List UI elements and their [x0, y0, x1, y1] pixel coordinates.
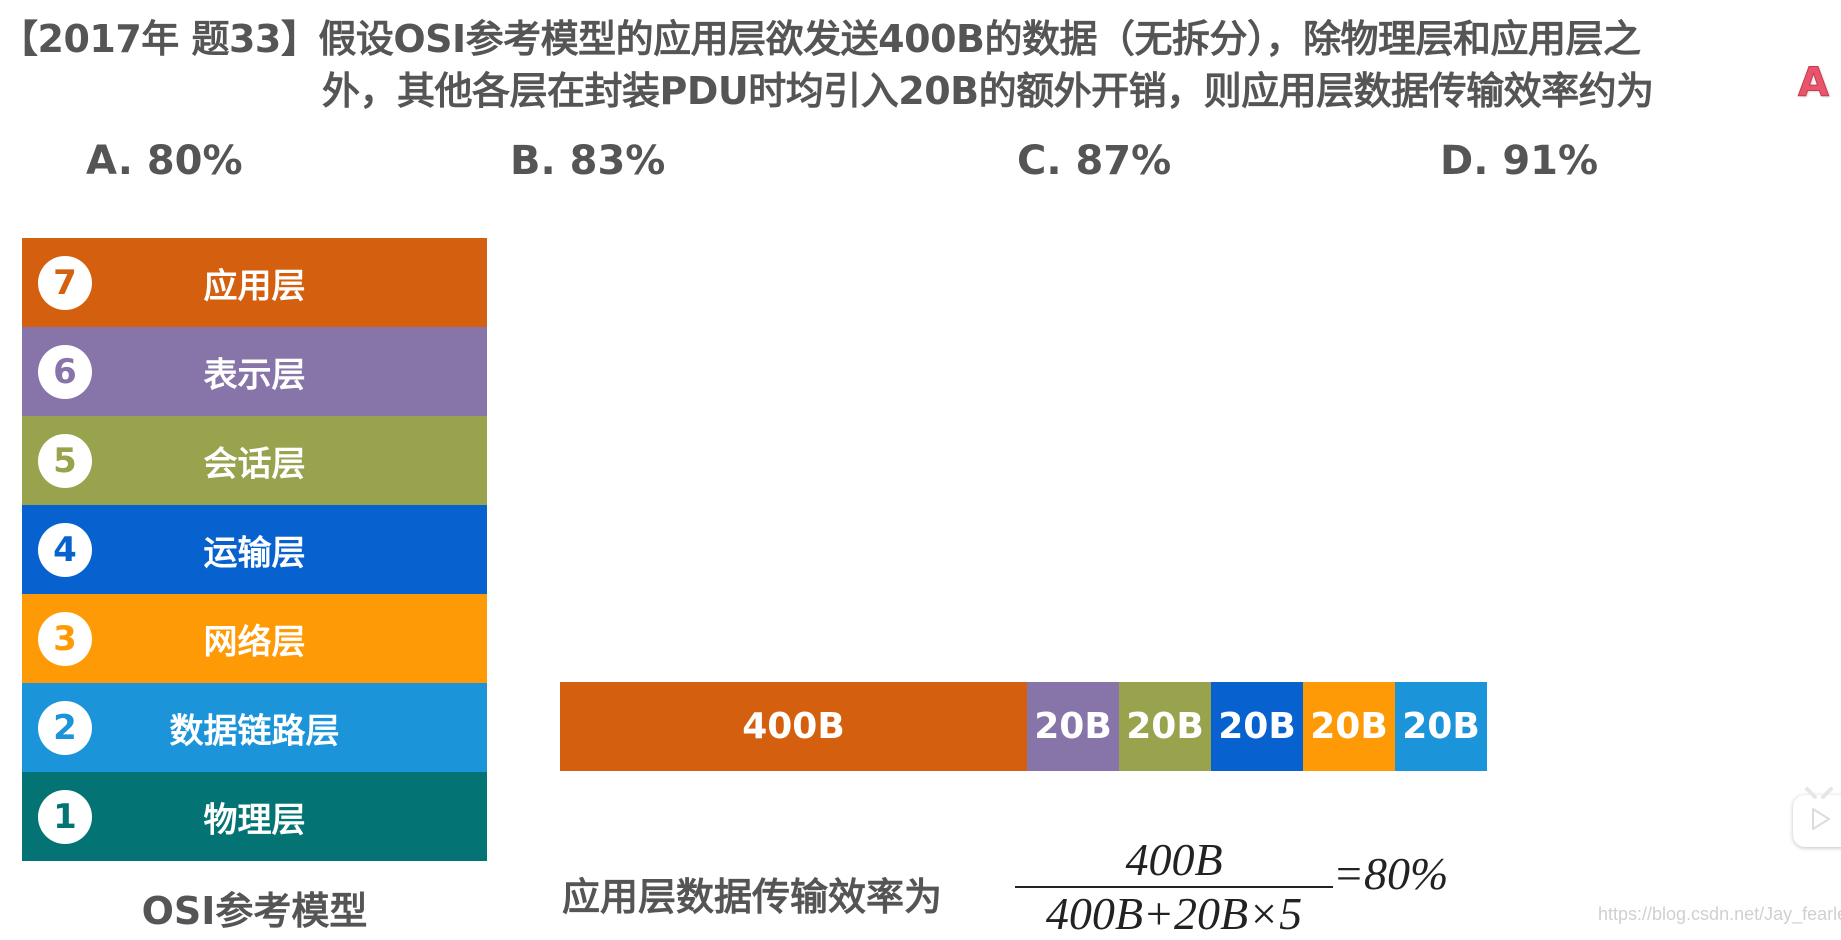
layer-name: 表示层 [203, 355, 306, 395]
question-line-1: 【2017年 题33】假设OSI参考模型的应用层欲发送400B的数据（无拆分），… [0, 8, 1641, 63]
option-a: A. 80% [86, 138, 243, 184]
pdu-segment-presentation-header: 20B [1027, 682, 1119, 771]
question-text-1: 假设OSI参考模型的应用层欲发送400B的数据（无拆分），除物理层和应用层之 [318, 17, 1641, 61]
option-d: D. 91% [1440, 138, 1599, 184]
option-c: C. 87% [1017, 138, 1172, 184]
question-line-2: 外，其他各层在封装PDU时均引入20B的额外开销，则应用层数据传输效率约为 [322, 69, 1654, 113]
pdu-segment-datalink-header: 20B [1395, 682, 1487, 771]
pdu-segment-network-header: 20B [1303, 682, 1395, 771]
pdu-segment-transport-header: 20B [1211, 682, 1303, 771]
layer-number-badge: 2 [38, 700, 92, 755]
layer-name: 数据链路层 [169, 711, 340, 751]
tv-play-icon[interactable] [1793, 787, 1841, 847]
pdu-segment-data: 400B [560, 682, 1027, 771]
answer-badge: A [1798, 60, 1830, 107]
osi-layer-3: 3 网络层 [22, 594, 487, 683]
layer-number-badge: 3 [38, 611, 92, 666]
layer-name: 网络层 [203, 622, 306, 662]
osi-model-caption: OSI参考模型 [141, 889, 368, 933]
osi-layer-2: 2 数据链路层 [22, 683, 487, 772]
tv-play-icon-glyph [1805, 787, 1833, 830]
layer-number-badge: 6 [38, 344, 92, 399]
layer-name: 会话层 [203, 444, 306, 484]
osi-layer-1: 1 物理层 [22, 772, 487, 861]
layer-number-badge: 4 [38, 522, 92, 577]
osi-layer-4: 4 运输层 [22, 505, 487, 594]
layer-name: 物理层 [203, 800, 306, 840]
watermark: https://blog.csdn.net/Jay_fearless [1598, 904, 1841, 924]
layer-number-badge: 5 [38, 433, 92, 488]
layer-number-badge: 7 [38, 255, 92, 310]
layer-name: 应用层 [203, 266, 306, 306]
pdu-segment-session-header: 20B [1119, 682, 1211, 771]
option-b: B. 83% [510, 138, 666, 184]
numerator: 400B [1125, 834, 1223, 885]
pdu-bar: 400B 20B 20B 20B 20B 20B [560, 682, 1487, 771]
osi-layer-6: 6 表示层 [22, 327, 487, 416]
formula-result: =80% [1333, 848, 1449, 899]
osi-layer-5: 5 会话层 [22, 416, 487, 505]
formula-label: 应用层数据传输效率为 [562, 875, 943, 919]
denominator: 400B+20B×5 [1045, 888, 1303, 939]
layer-name: 运输层 [203, 533, 306, 573]
question-tag: 【2017年 题33】 [0, 17, 319, 61]
fraction-bar [1015, 886, 1333, 888]
osi-layer-7: 7 应用层 [22, 238, 487, 327]
layer-number-badge: 1 [38, 789, 92, 844]
